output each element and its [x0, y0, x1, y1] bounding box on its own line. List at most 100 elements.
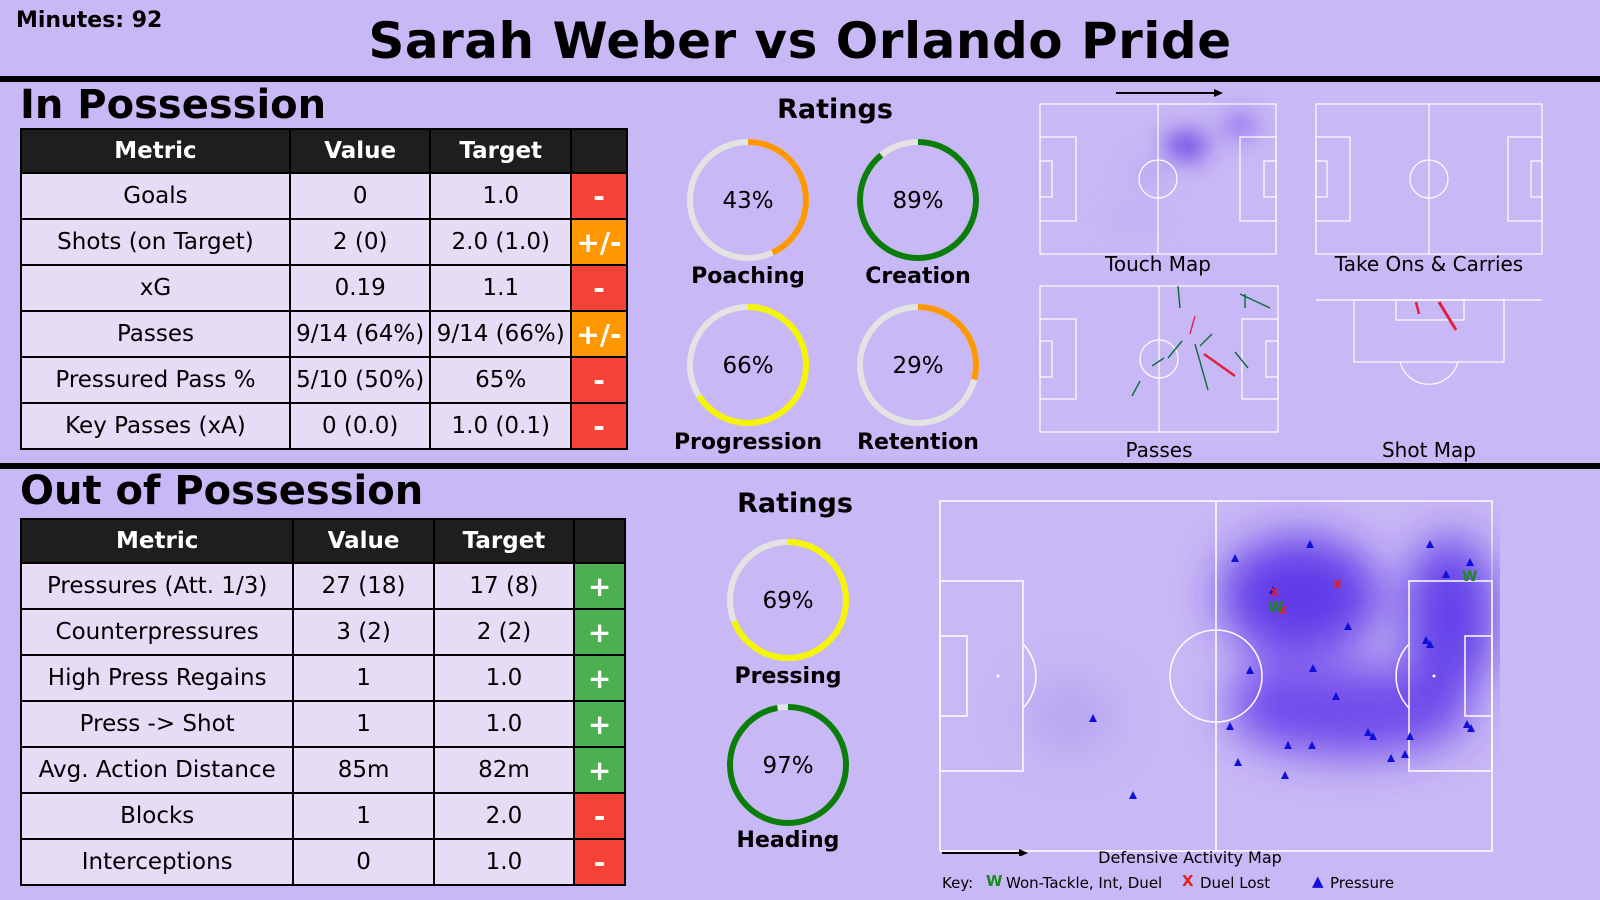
- gauge-value: 43%: [722, 188, 773, 214]
- flag-cell: +: [573, 700, 626, 748]
- target-cell: 2.0: [432, 792, 576, 840]
- value-cell: 1: [292, 792, 435, 840]
- in-possession-ratings-title: Ratings: [777, 94, 893, 125]
- table-row: Key Passes (xA) 0 (0.0) 1.0 (0.1) -: [20, 402, 628, 450]
- table-row: Passes 9/14 (64%) 9/14 (66%) +/-: [20, 310, 628, 358]
- metric-cell: Interceptions: [19, 838, 295, 886]
- creation-gauge: 89%: [857, 139, 979, 261]
- flag-cell: -: [570, 264, 628, 312]
- gauge-value: 69%: [762, 588, 813, 614]
- target-cell: 1.0: [432, 700, 576, 748]
- column-header-value: Value: [292, 518, 435, 564]
- value-cell: 0: [292, 838, 435, 886]
- gauge-arc: [687, 139, 809, 261]
- target-cell: 65%: [429, 356, 573, 404]
- lost-key-symbol: X: [1182, 872, 1194, 890]
- target-cell: 1.1: [429, 264, 573, 312]
- table-header-row: Metric Value Target: [19, 518, 626, 564]
- metric-cell: xG: [20, 264, 291, 312]
- gauge-arc: [687, 304, 809, 426]
- pressure-key-label: Pressure: [1330, 874, 1395, 892]
- value-cell: 0.19: [288, 264, 432, 312]
- table-row: Goals 0 1.0-: [20, 172, 628, 220]
- target-cell: 2.0 (1.0): [429, 218, 573, 266]
- in-possession-table: Metric Value Target Goals 0 1.0- Shots (on…: [20, 128, 628, 450]
- table-row: High Press Regains 1 1.0 +: [19, 654, 626, 702]
- gauge-arc: [857, 304, 979, 426]
- creation-label: Creation: [865, 264, 971, 289]
- heading-label: Heading: [736, 828, 840, 853]
- out-of-possession-gauges: 69% 97%: [727, 539, 849, 826]
- pressure-markers: [1089, 540, 1475, 799]
- retention-gauge: 29%: [857, 304, 979, 426]
- out-of-possession-title: Out of Possession: [20, 468, 424, 514]
- pass-arrows: [1131, 285, 1271, 397]
- defensive-map-title: Defensive Activity Map: [1098, 848, 1282, 867]
- target-cell: 1.0: [432, 838, 576, 886]
- won-key-label: Won-Tackle, Int, Duel: [1006, 874, 1163, 892]
- target-cell: 17 (8): [432, 562, 576, 610]
- column-header-flag: [570, 128, 628, 174]
- column-header-metric: Metric: [19, 518, 295, 564]
- value-cell: 27 (18): [292, 562, 435, 610]
- table-row: Press -> Shot 1 1.0 +: [19, 700, 626, 748]
- metric-cell: Key Passes (xA): [20, 402, 291, 450]
- column-header-target: Target: [432, 518, 576, 564]
- value-cell: 9/14 (64%): [288, 310, 432, 358]
- metric-cell: High Press Regains: [19, 654, 295, 702]
- flag-cell: +/-: [570, 218, 628, 266]
- metric-cell: Passes: [20, 310, 291, 358]
- svg-text:W: W: [1462, 569, 1477, 585]
- flag-cell: +: [573, 608, 626, 656]
- shot-line: [1437, 301, 1458, 331]
- flag-cell: -: [570, 172, 628, 220]
- map-direction-arrow: [942, 849, 1028, 856]
- table-row: Avg. Action Distance 85m 82m +: [19, 746, 626, 794]
- metric-cell: Counterpressures: [19, 608, 295, 656]
- flag-cell: +: [573, 746, 626, 794]
- metric-cell: Goals: [20, 172, 291, 220]
- won-key-symbol: W: [986, 872, 1003, 890]
- table-row: Shots (on Target) 2 (0) 2.0 (1.0) +/-: [20, 218, 628, 266]
- table-row: Counterpressures 3 (2) 2 (2) +: [19, 608, 626, 656]
- passes-map-label: Passes: [1125, 438, 1193, 462]
- target-cell: 1.0: [429, 172, 573, 220]
- metric-cell: Shots (on Target): [20, 218, 291, 266]
- target-cell: 9/14 (66%): [429, 310, 573, 358]
- table-row: Pressured Pass % 5/10 (50%) 65% -: [20, 356, 628, 404]
- flag-cell: -: [573, 792, 626, 840]
- gauge-arc: [727, 539, 849, 661]
- value-cell: 0: [288, 172, 432, 220]
- value-cell: 2 (0): [288, 218, 432, 266]
- target-cell: 2 (2): [432, 608, 576, 656]
- pressure-key-icon: ▲: [1312, 872, 1324, 890]
- svg-text:x: x: [1278, 602, 1287, 618]
- touch-map-label: Touch Map: [1105, 252, 1211, 276]
- touch-map: [1039, 103, 1277, 255]
- passes-map: [1039, 285, 1279, 433]
- metric-cell: Press -> Shot: [19, 700, 295, 748]
- take-ons-map-label: Take Ons & Carries: [1334, 252, 1524, 276]
- svg-text:x: x: [1333, 576, 1342, 592]
- poaching-label: Poaching: [691, 264, 805, 289]
- value-cell: 3 (2): [292, 608, 435, 656]
- gauge-value: 66%: [722, 353, 773, 379]
- flag-cell: +/-: [570, 310, 628, 358]
- in-possession-title: In Possession: [20, 82, 327, 128]
- metric-cell: Pressures (Att. 1/3): [19, 562, 295, 610]
- table-header-row: Metric Value Target: [20, 128, 628, 174]
- page-title: Sarah Weber vs Orlando Pride: [368, 12, 1232, 70]
- value-cell: 1: [292, 654, 435, 702]
- section-divider: [0, 463, 1600, 469]
- value-cell: 0 (0.0): [288, 402, 432, 450]
- shot-line: [1414, 301, 1421, 315]
- pressing-label: Pressing: [734, 664, 842, 689]
- lost-key-label: Duel Lost: [1200, 874, 1271, 892]
- gauge-value: 89%: [892, 188, 943, 214]
- attack-direction-arrow: [1116, 89, 1223, 97]
- flag-cell: +: [573, 562, 626, 610]
- value-cell: 1: [292, 700, 435, 748]
- retention-label: Retention: [857, 430, 979, 455]
- table-row: Pressures (Att. 1/3) 27 (18) 17 (8) +: [19, 562, 626, 610]
- table-row: Interceptions 0 1.0-: [19, 838, 626, 886]
